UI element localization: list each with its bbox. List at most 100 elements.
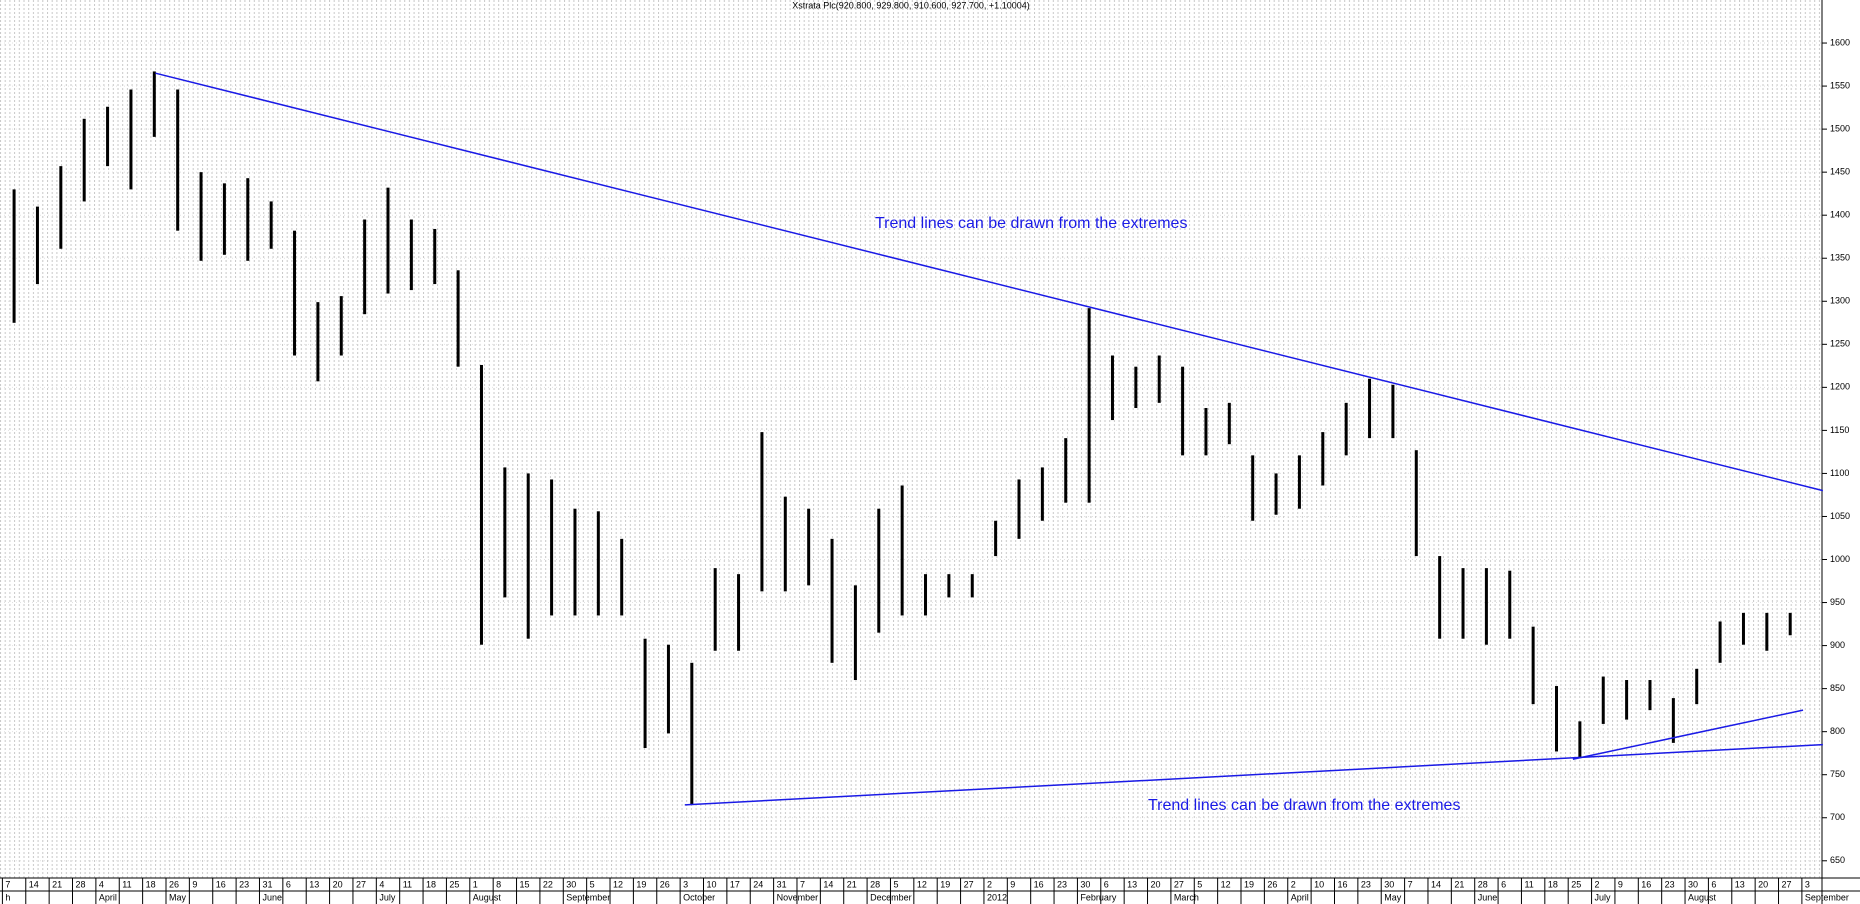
- price-bar: [222, 183, 226, 255]
- y-tick-label: 1200: [1830, 382, 1850, 392]
- price-bar: [807, 508, 811, 586]
- price-bar: [1204, 408, 1208, 456]
- y-tick-label: 1500: [1830, 123, 1850, 133]
- x-tick-label: 21: [52, 879, 62, 889]
- price-bar: [456, 270, 460, 367]
- x-tick-label: 18: [146, 879, 156, 889]
- annotation: Trend lines can be drawn from the extrem…: [1148, 797, 1460, 814]
- x-tick-label: 26: [169, 879, 179, 889]
- trend-line: [155, 72, 1824, 492]
- price-bar: [550, 479, 554, 616]
- month-label: June: [1478, 892, 1498, 902]
- price-bar: [596, 511, 600, 616]
- price-bar: [1110, 355, 1114, 421]
- month-label: August: [473, 892, 502, 902]
- price-bar: [573, 508, 577, 616]
- x-tick-label: 9: [1010, 879, 1015, 889]
- price-bar: [386, 187, 390, 294]
- x-tick-label: 18: [1548, 879, 1558, 889]
- x-tick-label: 27: [964, 879, 974, 889]
- price-bar: [620, 538, 624, 616]
- month-label: July: [379, 892, 396, 902]
- x-tick-label: 6: [1711, 879, 1716, 889]
- price-bar: [503, 467, 507, 598]
- x-tick-label: 4: [379, 879, 384, 889]
- price-bar: [1741, 612, 1745, 645]
- y-tick-label: 1450: [1830, 167, 1850, 177]
- trend-line: [684, 743, 1823, 806]
- price-bar: [35, 206, 39, 285]
- x-tick-label: 7: [1408, 879, 1413, 889]
- x-tick-label: 26: [1267, 879, 1277, 889]
- month-label: April: [1291, 892, 1309, 902]
- price-bar: [316, 302, 320, 382]
- price-bar: [409, 219, 413, 291]
- x-tick-label: 14: [823, 879, 833, 889]
- price-bar: [760, 432, 764, 592]
- price-bar: [293, 230, 297, 356]
- price-bar: [1555, 686, 1559, 752]
- x-tick-label: 16: [216, 879, 226, 889]
- x-tick-label: 10: [1314, 879, 1324, 889]
- x-tick-label: 26: [660, 879, 670, 889]
- x-tick-label: 28: [870, 879, 880, 889]
- x-tick-label: 16: [1337, 879, 1347, 889]
- price-bar: [690, 662, 694, 805]
- price-bar: [82, 118, 86, 202]
- price-bar: [924, 574, 928, 616]
- price-bar: [199, 172, 203, 261]
- x-tick-label: 30: [566, 879, 576, 889]
- y-tick-label: 1350: [1830, 253, 1850, 263]
- price-bar: [1788, 612, 1792, 636]
- month-label: 2012: [987, 892, 1007, 902]
- x-tick-label: 30: [1080, 879, 1090, 889]
- trend-line: [1572, 709, 1804, 760]
- price-bar: [853, 585, 857, 681]
- price-bar: [1321, 432, 1325, 486]
- price-bar: [526, 473, 530, 639]
- month-label: February: [1080, 892, 1117, 902]
- price-bar: [1625, 680, 1629, 720]
- month-label: September: [566, 892, 610, 902]
- y-tick-label: 1100: [1830, 468, 1849, 478]
- y-tick-label: 1550: [1830, 80, 1850, 90]
- price-bar: [1695, 668, 1699, 705]
- x-tick-label: 9: [192, 879, 197, 889]
- price-bar: [1461, 568, 1465, 639]
- price-bar: [1368, 378, 1372, 439]
- x-tick-label: 11: [122, 879, 131, 889]
- x-tick-label: 30: [1688, 879, 1698, 889]
- price-bar: [1251, 455, 1255, 521]
- y-tick-label: 850: [1830, 683, 1845, 693]
- price-bar: [59, 166, 63, 249]
- price-bar: [12, 189, 16, 323]
- x-tick-label: 1: [473, 879, 478, 889]
- x-tick-label: 21: [1454, 879, 1464, 889]
- x-tick-label: 12: [613, 879, 623, 889]
- price-bar: [1484, 568, 1488, 645]
- month-label: May: [169, 892, 187, 902]
- price-bar: [1181, 366, 1185, 456]
- price-bar: [830, 538, 834, 663]
- x-tick-label: 7: [800, 879, 805, 889]
- price-bar: [900, 485, 904, 616]
- month-label: h: [5, 892, 10, 902]
- plot-background: [0, 0, 1822, 878]
- x-tick-label: 8: [496, 879, 501, 889]
- x-tick-label: 16: [1641, 879, 1651, 889]
- price-bar: [106, 106, 110, 167]
- price-bar: [1601, 676, 1605, 724]
- x-tick-label: 22: [543, 879, 553, 889]
- x-tick-label: 19: [636, 879, 646, 889]
- x-tick-label: 6: [1104, 879, 1109, 889]
- x-tick-label: 16: [1034, 879, 1044, 889]
- x-tick-label: 5: [1197, 879, 1202, 889]
- x-tick-label: 13: [1127, 879, 1137, 889]
- x-tick-label: 23: [1665, 879, 1675, 889]
- x-tick-label: 27: [1174, 879, 1184, 889]
- month-label: March: [1174, 892, 1199, 902]
- price-bar: [1064, 438, 1068, 503]
- x-tick-label: 15: [520, 879, 530, 889]
- x-tick-label: 10: [707, 879, 717, 889]
